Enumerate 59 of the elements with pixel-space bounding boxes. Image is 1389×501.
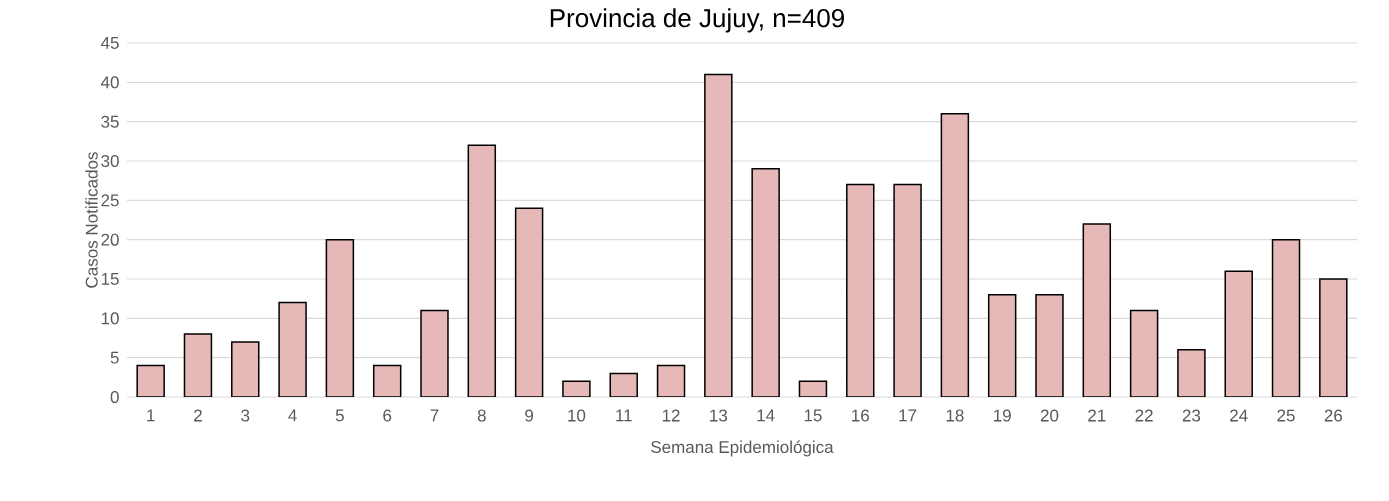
x-tick-label: 15: [804, 409, 822, 422]
x-tick-label: 1: [147, 409, 155, 422]
x-tick-label: 16: [852, 409, 869, 422]
x-tick-label: 14: [757, 409, 775, 422]
bar: [1272, 239, 1300, 397]
x-tick-label: 21: [1088, 409, 1106, 422]
bar: [1036, 294, 1063, 397]
x-tick-label: 20: [1040, 409, 1059, 422]
bar: [1225, 271, 1253, 397]
bar: [326, 239, 354, 397]
bar: [468, 145, 496, 397]
bar: [657, 365, 685, 397]
x-tick-label: 10: [568, 409, 586, 422]
x-tick-label: 8: [477, 409, 486, 422]
chart-title: Provincia de Jujuy, n=409: [550, 8, 844, 33]
bar: [421, 310, 448, 397]
bar: [373, 365, 401, 397]
bar: [941, 113, 969, 397]
y-axis-title: Casos Notificados: [85, 152, 98, 288]
x-tick-label: 22: [1135, 409, 1153, 422]
x-tick-label: 25: [1277, 409, 1295, 422]
bar: [1083, 223, 1111, 397]
y-tick-label: 45: [100, 37, 119, 49]
y-tick-label: 35: [101, 115, 119, 128]
x-tick-label: 24: [1230, 409, 1248, 422]
bar: [1130, 310, 1158, 397]
bar: [515, 208, 543, 397]
x-tick-label: 18: [946, 409, 964, 422]
y-tick-label: 0: [110, 390, 119, 404]
y-tick-label: 5: [110, 351, 119, 364]
x-tick-label: 12: [662, 409, 680, 422]
x-tick-label: 13: [710, 409, 728, 422]
y-tick-label: 40: [100, 76, 119, 89]
bar: [752, 168, 780, 397]
bar: [279, 302, 307, 397]
x-tick-label: 7: [430, 409, 439, 422]
y-tick-label: 10: [101, 312, 119, 325]
x-tick-label: 19: [994, 409, 1011, 422]
x-tick-label: 23: [1182, 409, 1201, 422]
bar: [1319, 278, 1348, 397]
bar: [846, 184, 874, 397]
x-tick-label: 4: [288, 409, 297, 422]
x-tick-label: 6: [383, 409, 392, 422]
bar: [704, 74, 732, 397]
bar: [894, 184, 922, 397]
x-tick-label: 26: [1324, 409, 1343, 422]
bar: [184, 334, 212, 397]
y-tick-label: 20: [101, 233, 119, 246]
y-tick-label: 15: [101, 273, 119, 285]
x-tick-label: 17: [899, 409, 917, 422]
x-tick-label: 11: [616, 409, 632, 422]
x-tick-label: 9: [525, 409, 534, 422]
bar: [988, 294, 1016, 397]
y-tick-label: 30: [101, 154, 119, 168]
y-tick-label: 25: [101, 194, 119, 207]
x-tick-label: 3: [241, 409, 250, 422]
x-tick-label: 5: [335, 409, 344, 422]
x-tick-label: 2: [194, 409, 202, 422]
x-axis-title: Semana Epidemiológica: [651, 440, 834, 457]
